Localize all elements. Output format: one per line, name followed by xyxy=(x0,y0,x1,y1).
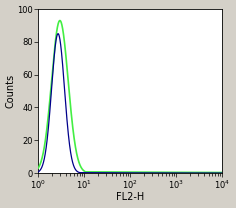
Y-axis label: Counts: Counts xyxy=(6,74,16,108)
X-axis label: FL2-H: FL2-H xyxy=(116,192,144,202)
